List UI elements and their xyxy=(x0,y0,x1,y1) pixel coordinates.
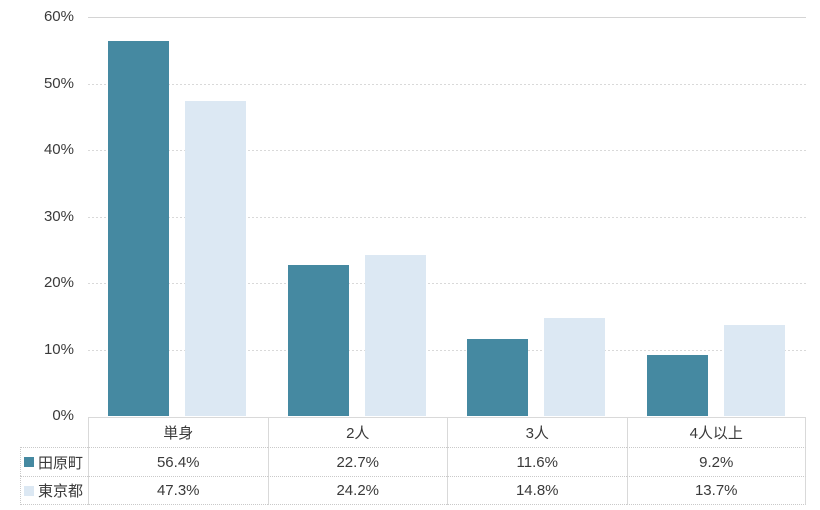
gridline xyxy=(88,216,806,218)
value-cell: 9.2% xyxy=(626,447,806,476)
y-axis-tick-label: 40% xyxy=(43,141,74,158)
gridline xyxy=(88,349,806,351)
y-axis-tick-label: 0% xyxy=(52,407,74,424)
data-table: 単身 2人 3人 4人以上 田原町 56.4% 22.7% 11.6% 9.2%… xyxy=(20,417,806,505)
category-header: 4人以上 xyxy=(626,417,806,447)
series-2-color-swatch-icon xyxy=(24,485,34,496)
y-axis-tick-label: 60% xyxy=(43,8,74,25)
y-axis-tick-label: 30% xyxy=(43,207,74,225)
gridline xyxy=(88,83,806,85)
value-cell: 24.2% xyxy=(267,476,447,505)
category-header: 2人 xyxy=(267,417,447,447)
legend-row-series-1: 田原町 xyxy=(20,447,88,476)
y-axis-tick-label: 20% xyxy=(43,274,74,291)
bar-series-2-category-4 xyxy=(723,324,785,416)
legend-row-series-2: 東京都 xyxy=(20,476,88,505)
bar-series-2-category-2 xyxy=(364,255,426,416)
y-axis-tick-label: 10% xyxy=(43,340,74,358)
category-header: 単身 xyxy=(88,417,268,447)
value-cell: 56.4% xyxy=(88,447,268,476)
bar-series-1-category-1 xyxy=(108,40,169,416)
bar-series-1-category-4 xyxy=(646,354,708,416)
bar-series-1-category-3 xyxy=(467,338,528,416)
gridline xyxy=(88,150,806,151)
plot-area xyxy=(88,17,806,416)
category-header: 3人 xyxy=(447,417,627,447)
bar-series-2-category-3 xyxy=(544,317,605,416)
gridline xyxy=(88,283,806,284)
y-axis-tick-label: 50% xyxy=(43,74,74,92)
bar-series-2-category-1 xyxy=(185,101,246,416)
value-cell: 22.7% xyxy=(267,447,447,476)
series-2-name: 東京都 xyxy=(38,483,84,500)
value-cell: 14.8% xyxy=(447,476,627,505)
value-cell: 13.7% xyxy=(626,476,806,505)
series-1-name: 田原町 xyxy=(38,454,84,472)
bar-series-1-category-2 xyxy=(287,265,349,416)
value-cell: 47.3% xyxy=(88,476,268,505)
gridline xyxy=(88,17,806,18)
series-1-color-swatch-icon xyxy=(24,457,34,467)
value-cell: 11.6% xyxy=(447,447,627,476)
